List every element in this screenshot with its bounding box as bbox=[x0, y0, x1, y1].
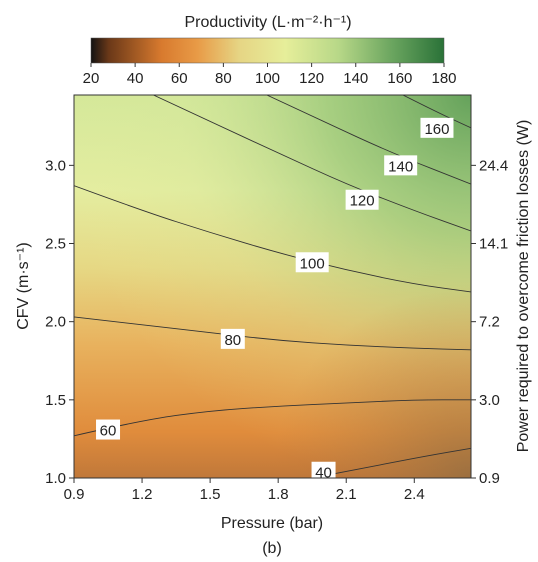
y2-tick-label: 7.2 bbox=[479, 314, 500, 331]
contour-label-bg bbox=[295, 252, 329, 273]
contour-line-160 bbox=[402, 95, 471, 129]
contour-lines bbox=[74, 95, 471, 478]
contour-label-120: 120 bbox=[350, 193, 375, 210]
y-tick-label: 1.0 bbox=[45, 470, 66, 487]
contour-label-bg bbox=[220, 328, 245, 349]
y2-tick-label: 24.4 bbox=[479, 157, 508, 174]
contour-label-80: 80 bbox=[224, 332, 241, 349]
y-tick-label: 2.0 bbox=[45, 314, 66, 331]
x-tick-label: 0.9 bbox=[64, 486, 85, 503]
contour-label-140: 140 bbox=[388, 158, 413, 175]
y-tick-label: 1.5 bbox=[45, 392, 66, 409]
colorbar-tick-label: 120 bbox=[299, 70, 324, 87]
contour-label-100: 100 bbox=[300, 255, 325, 272]
contour-label-160: 160 bbox=[424, 121, 449, 138]
y2-axis-ticks: 0.9 3.0 7.2 14.1 24.4 bbox=[471, 157, 508, 487]
field-dark-overlay bbox=[74, 95, 471, 478]
x-axis-label: Pressure (bar) bbox=[221, 515, 323, 532]
contour-line-60 bbox=[74, 399, 471, 437]
contour-label-60: 60 bbox=[100, 423, 117, 440]
contour-line-40 bbox=[312, 447, 471, 478]
colorbar-tick-label: 80 bbox=[215, 70, 232, 87]
y-tick-label: 2.5 bbox=[45, 236, 66, 253]
contour-label-bg bbox=[384, 155, 418, 176]
colorbar-tick-label: 20 bbox=[83, 70, 100, 87]
plot-frame bbox=[73, 94, 472, 479]
colorbar-tick-label: 40 bbox=[127, 70, 144, 87]
contour-line-120 bbox=[153, 95, 471, 232]
y-tick-label: 3.0 bbox=[45, 157, 66, 174]
y2-tick-label: 0.9 bbox=[479, 470, 500, 487]
contour-label-bg bbox=[96, 419, 121, 440]
y-axis-ticks: 1.0 1.5 2.0 2.5 3.0 bbox=[45, 157, 74, 487]
colorbar-ticks: 20 40 60 80 100 120 140 160 180 bbox=[83, 63, 457, 87]
y2-axis-label: Power required to overcome friction loss… bbox=[515, 120, 532, 453]
contour-label-bg bbox=[311, 461, 336, 478]
colorbar-tick-label: 100 bbox=[255, 70, 280, 87]
y2-tick-label: 14.1 bbox=[479, 236, 508, 253]
plot-area: 40 60 80 100 120 140 160 bbox=[74, 95, 471, 482]
contour-label-bg bbox=[345, 189, 379, 210]
colorbar-tick-label: 60 bbox=[171, 70, 188, 87]
colorbar-tick-label: 180 bbox=[431, 70, 456, 87]
contour-label-40: 40 bbox=[315, 465, 332, 482]
x-tick-label: 2.1 bbox=[336, 486, 357, 503]
contour-labels: 40 60 80 100 120 140 160 bbox=[96, 117, 454, 482]
y-axis-label: CFV (m·s⁻¹) bbox=[15, 242, 32, 330]
x-axis-ticks: 0.9 1.2 1.5 1.8 2.1 2.4 bbox=[64, 478, 425, 503]
contour-line-80 bbox=[74, 316, 471, 351]
x-tick-label: 2.4 bbox=[404, 486, 425, 503]
colorbar-tick-label: 160 bbox=[387, 70, 412, 87]
x-tick-label: 1.5 bbox=[200, 486, 221, 503]
x-tick-label: 1.2 bbox=[132, 486, 153, 503]
colorbar bbox=[90, 37, 445, 64]
figure-caption: (b) bbox=[262, 540, 282, 557]
contour-line-100 bbox=[74, 185, 471, 293]
colorbar-tick-label: 140 bbox=[343, 70, 368, 87]
colorbar-title: Productivity (L·m⁻²·h⁻¹) bbox=[184, 14, 351, 31]
y2-tick-label: 3.0 bbox=[479, 392, 500, 409]
x-tick-label: 1.8 bbox=[268, 486, 289, 503]
contour-label-bg bbox=[420, 117, 454, 138]
